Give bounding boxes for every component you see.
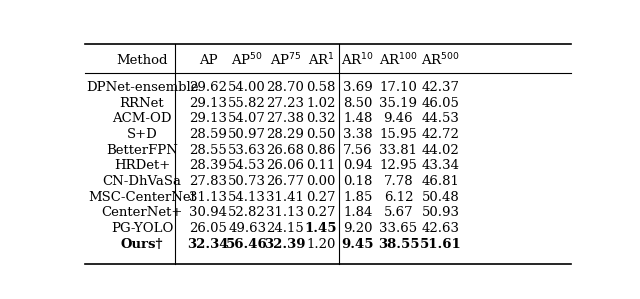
Text: 52.82: 52.82 (228, 206, 266, 219)
Text: 46.81: 46.81 (422, 175, 460, 188)
Text: 50.93: 50.93 (422, 206, 460, 219)
Text: 29.62: 29.62 (189, 81, 227, 94)
Text: 27.23: 27.23 (266, 97, 305, 110)
Text: 1.45: 1.45 (305, 222, 337, 235)
Text: 50.73: 50.73 (228, 175, 266, 188)
Text: 38.55: 38.55 (378, 238, 419, 251)
Text: Method: Method (116, 54, 168, 67)
Text: 50.48: 50.48 (422, 191, 460, 204)
Text: AR$^{1}$: AR$^{1}$ (308, 52, 335, 68)
Text: CN-DhVaSa: CN-DhVaSa (102, 175, 182, 188)
Text: 28.70: 28.70 (266, 81, 304, 94)
Text: 31.13: 31.13 (189, 191, 227, 204)
Text: 0.18: 0.18 (343, 175, 372, 188)
Text: 31.41: 31.41 (266, 191, 304, 204)
Text: 30.94: 30.94 (189, 206, 227, 219)
Text: ACM-OD: ACM-OD (112, 112, 172, 126)
Text: 51.61: 51.61 (420, 238, 461, 251)
Text: 5.67: 5.67 (383, 206, 413, 219)
Text: 33.81: 33.81 (380, 144, 417, 157)
Text: 0.27: 0.27 (307, 206, 336, 219)
Text: 55.82: 55.82 (228, 97, 266, 110)
Text: DPNet-ensemble: DPNet-ensemble (86, 81, 198, 94)
Text: 24.15: 24.15 (266, 222, 304, 235)
Text: 27.38: 27.38 (266, 112, 305, 126)
Text: 54.07: 54.07 (228, 112, 266, 126)
Text: AR$^{100}$: AR$^{100}$ (379, 52, 418, 68)
Text: RRNet: RRNet (120, 97, 164, 110)
Text: 0.94: 0.94 (343, 159, 372, 173)
Text: 6.12: 6.12 (384, 191, 413, 204)
Text: AR$^{500}$: AR$^{500}$ (421, 52, 460, 68)
Text: 9.45: 9.45 (342, 238, 374, 251)
Text: 15.95: 15.95 (380, 128, 417, 141)
Text: 7.78: 7.78 (383, 175, 413, 188)
Text: 0.32: 0.32 (307, 112, 336, 126)
Text: 0.50: 0.50 (307, 128, 336, 141)
Text: S+D: S+D (127, 128, 157, 141)
Text: 54.53: 54.53 (228, 159, 266, 173)
Text: AP: AP (198, 54, 218, 67)
Text: 1.48: 1.48 (343, 112, 372, 126)
Text: 44.02: 44.02 (422, 144, 460, 157)
Text: 1.85: 1.85 (343, 191, 372, 204)
Text: 32.39: 32.39 (264, 238, 306, 251)
Text: 46.05: 46.05 (422, 97, 460, 110)
Text: 3.38: 3.38 (343, 128, 372, 141)
Text: 0.86: 0.86 (307, 144, 336, 157)
Text: 7.56: 7.56 (343, 144, 372, 157)
Text: 54.13: 54.13 (228, 191, 266, 204)
Text: 3.69: 3.69 (343, 81, 372, 94)
Text: 50.97: 50.97 (228, 128, 266, 141)
Text: 42.37: 42.37 (422, 81, 460, 94)
Text: 49.63: 49.63 (228, 222, 266, 235)
Text: CenterNet+: CenterNet+ (101, 206, 182, 219)
Text: 42.63: 42.63 (422, 222, 460, 235)
Text: 33.65: 33.65 (380, 222, 417, 235)
Text: 32.34: 32.34 (188, 238, 228, 251)
Text: 53.63: 53.63 (228, 144, 266, 157)
Text: 31.13: 31.13 (266, 206, 305, 219)
Text: 9.20: 9.20 (343, 222, 372, 235)
Text: HRDet+: HRDet+ (114, 159, 170, 173)
Text: MSC-CenterNet: MSC-CenterNet (88, 191, 196, 204)
Text: 12.95: 12.95 (380, 159, 417, 173)
Text: 28.29: 28.29 (266, 128, 304, 141)
Text: 26.77: 26.77 (266, 175, 305, 188)
Text: 1.84: 1.84 (343, 206, 372, 219)
Text: 0.27: 0.27 (307, 191, 336, 204)
Text: PG-YOLO: PG-YOLO (111, 222, 173, 235)
Text: 1.20: 1.20 (307, 238, 336, 251)
Text: 26.06: 26.06 (266, 159, 305, 173)
Text: 28.55: 28.55 (189, 144, 227, 157)
Text: 0.58: 0.58 (307, 81, 336, 94)
Text: 28.59: 28.59 (189, 128, 227, 141)
Text: 0.00: 0.00 (307, 175, 336, 188)
Text: 42.72: 42.72 (422, 128, 460, 141)
Text: 26.68: 26.68 (266, 144, 305, 157)
Text: 17.10: 17.10 (380, 81, 417, 94)
Text: 26.05: 26.05 (189, 222, 227, 235)
Text: 54.00: 54.00 (228, 81, 266, 94)
Text: 1.02: 1.02 (307, 97, 336, 110)
Text: 35.19: 35.19 (380, 97, 417, 110)
Text: 29.13: 29.13 (189, 97, 227, 110)
Text: 0.11: 0.11 (307, 159, 336, 173)
Text: 27.83: 27.83 (189, 175, 227, 188)
Text: AP$^{75}$: AP$^{75}$ (269, 52, 301, 68)
Text: BetterFPN: BetterFPN (106, 144, 178, 157)
Text: Ours†: Ours† (121, 238, 163, 251)
Text: 28.39: 28.39 (189, 159, 227, 173)
Text: 43.34: 43.34 (422, 159, 460, 173)
Text: 8.50: 8.50 (343, 97, 372, 110)
Text: AR$^{10}$: AR$^{10}$ (341, 52, 374, 68)
Text: 29.13: 29.13 (189, 112, 227, 126)
Text: 56.46: 56.46 (227, 238, 268, 251)
Text: 9.46: 9.46 (383, 112, 413, 126)
Text: 44.53: 44.53 (422, 112, 460, 126)
Text: AP$^{50}$: AP$^{50}$ (231, 52, 263, 68)
